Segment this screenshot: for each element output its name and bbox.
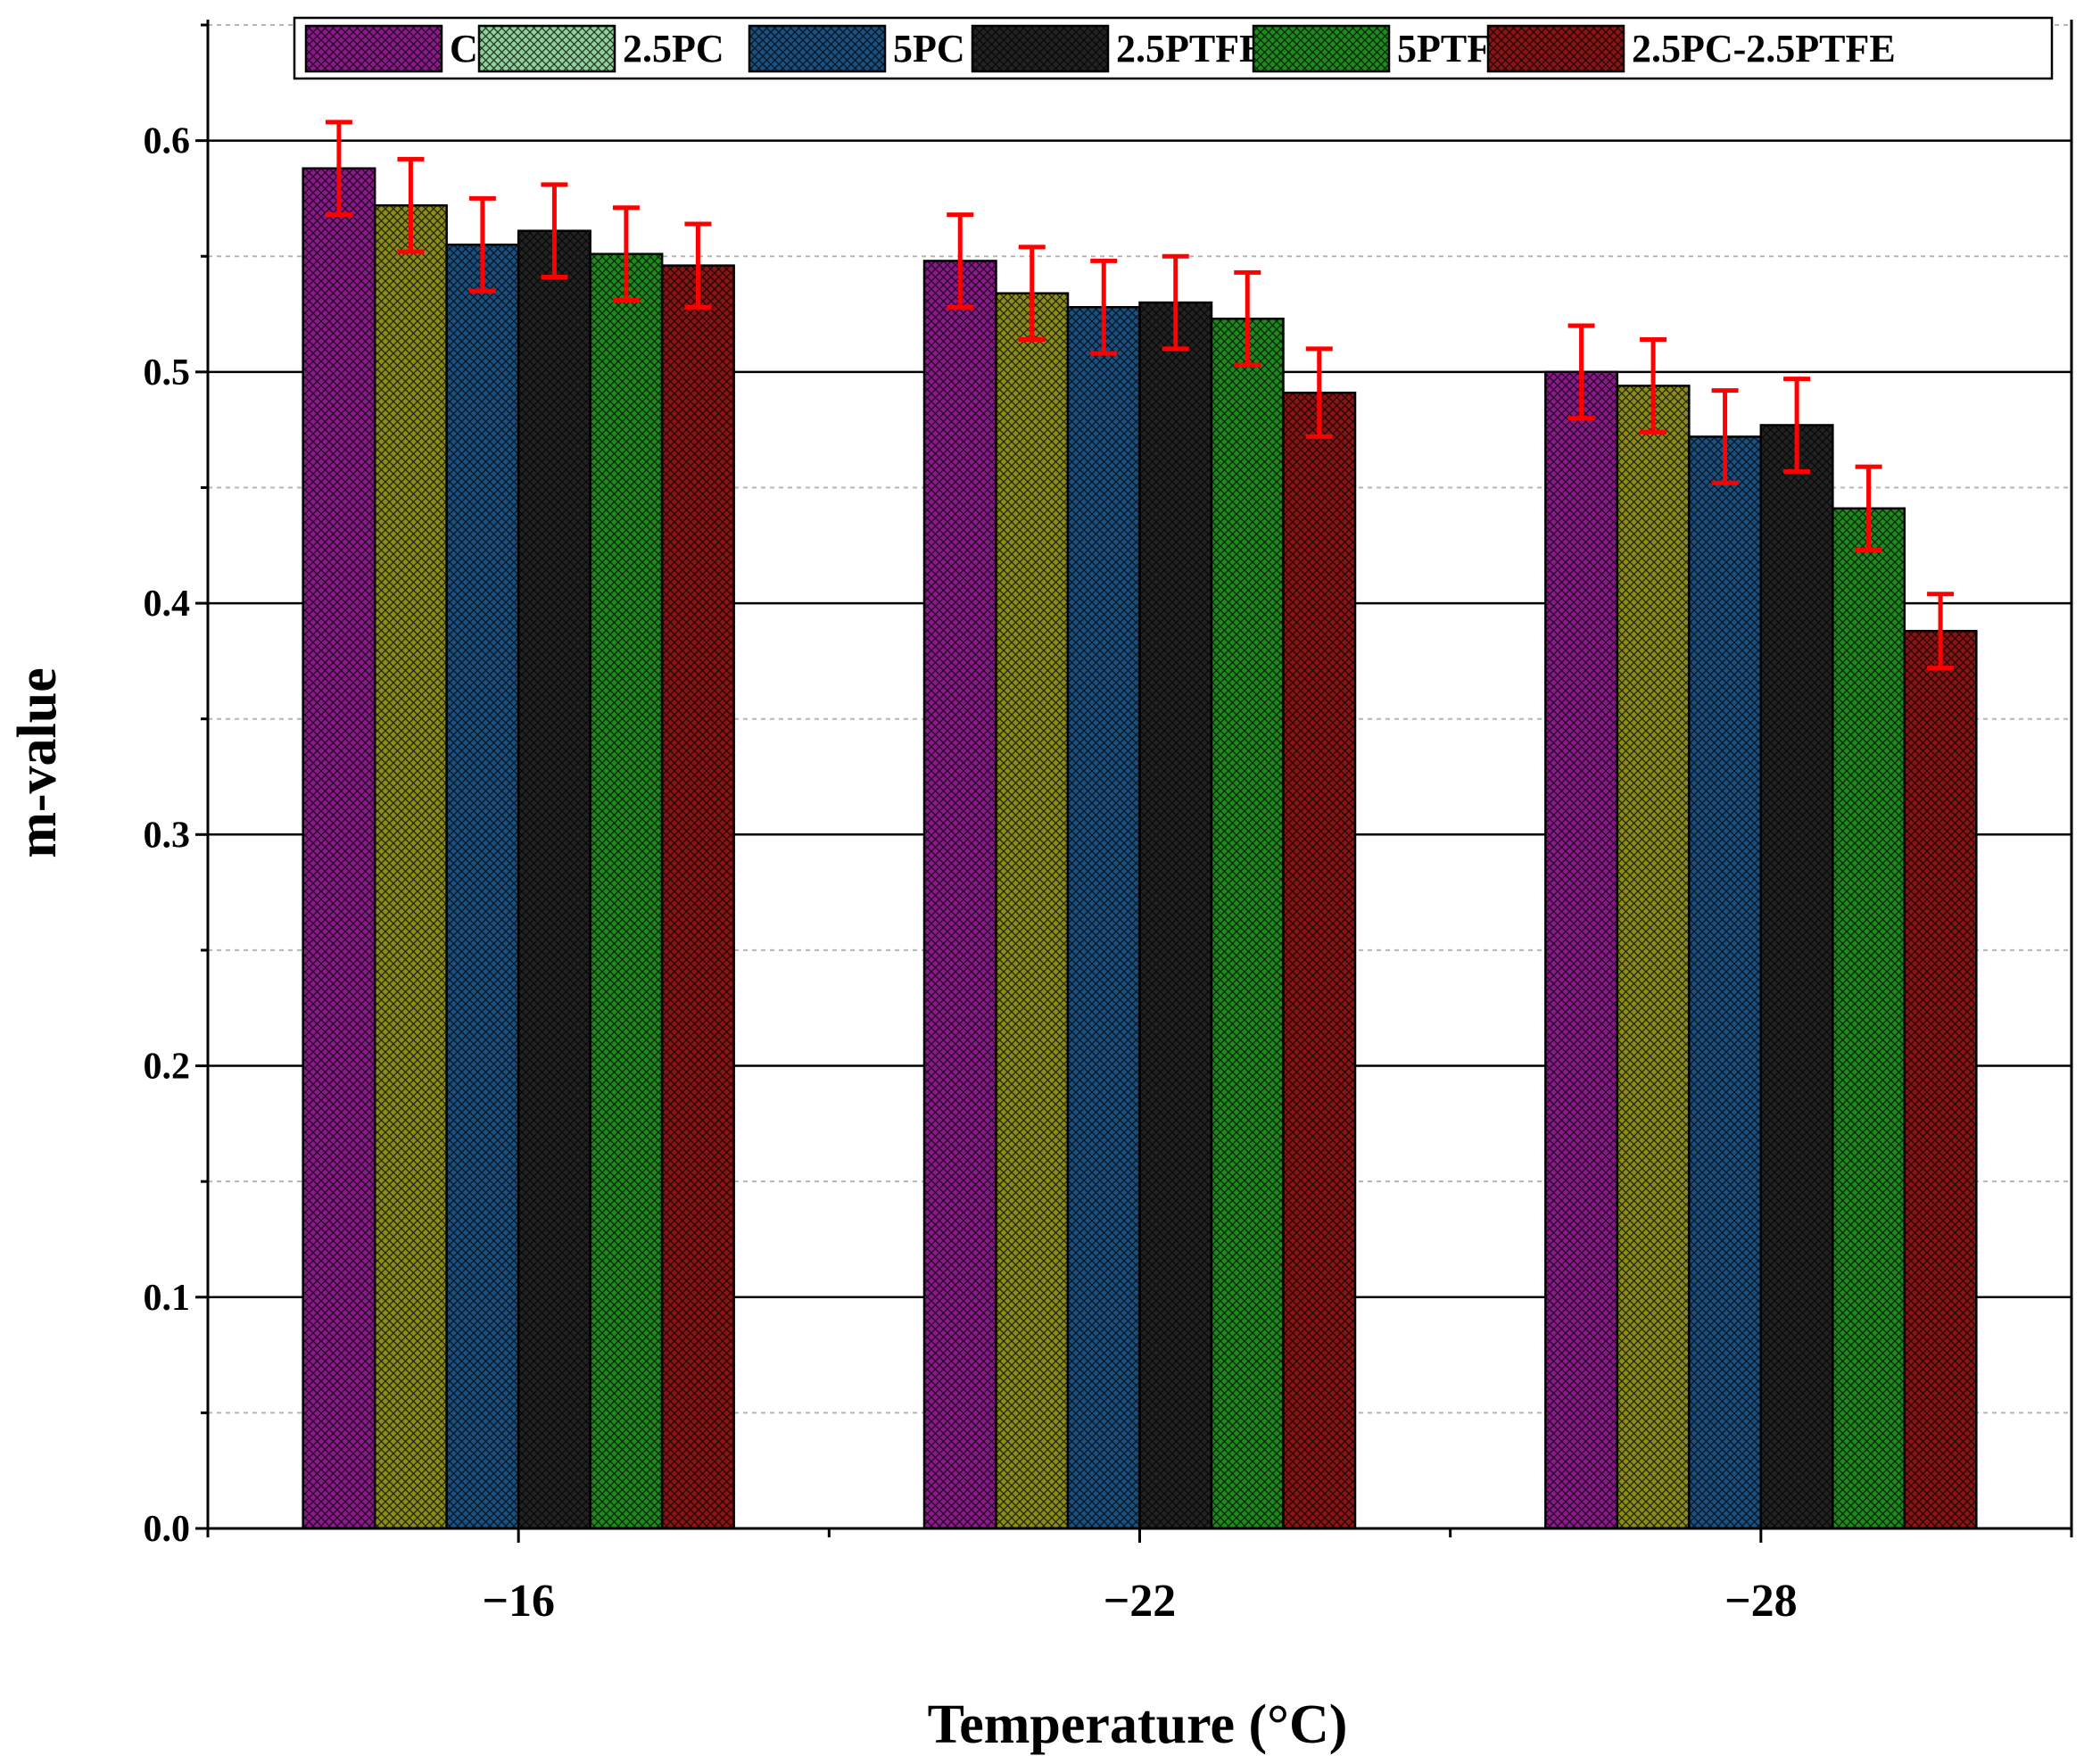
bar-5PC-2 [1688, 435, 1763, 1530]
bar-2.5PTFE-0 [517, 229, 591, 1530]
x-tick-label: −16 [482, 1576, 555, 1627]
x-tick-label: −28 [1724, 1576, 1798, 1627]
y-tick-label: 0.3 [144, 815, 191, 856]
y-tick-label: 0.1 [144, 1278, 191, 1319]
error-bars [325, 120, 1955, 671]
y-axis-title: m-value [7, 667, 68, 858]
legend: C 2.5PC 5PC 2.5PTFE 5PTFE 2.5PC-2.5PTFE [293, 16, 2054, 80]
legend-swatch-5PC [748, 24, 887, 73]
legend-label-2.5PTFE: 2.5PTFE [1116, 27, 1265, 70]
bar-5PC-0 [445, 244, 520, 1530]
legend-swatch-2.5PC-2.5PTFE [1486, 24, 1625, 73]
legend-label-5PC: 5PC [893, 27, 965, 70]
bar-2.5PC-2.5PTFE-2 [1903, 629, 1978, 1530]
legend-label-C: C [450, 27, 478, 70]
y-tick-label: 0.4 [144, 584, 191, 625]
legend-swatch-2.5PTFE [971, 24, 1110, 73]
axes: 0.0 0.1 0.2 0.3 0.4 0.5 0.6 −16 −22 −28 [144, 20, 2073, 1627]
bar-2.5PTFE-1 [1138, 301, 1213, 1530]
bar-5PC-1 [1066, 306, 1141, 1530]
bar-2.5PTFE-2 [1759, 424, 1834, 1530]
x-axis-title: Temperature (°C) [928, 1694, 1348, 1755]
y-tick-label: 0.0 [144, 1509, 191, 1550]
legend-swatch-5PTFE [1252, 24, 1391, 73]
bar-C-0 [302, 167, 376, 1530]
bars [302, 167, 1978, 1530]
legend-swatch-C [304, 24, 443, 73]
bar-2.5PC-2 [1616, 385, 1691, 1530]
bar-C-1 [922, 260, 997, 1530]
y-tick-label: 0.5 [144, 352, 191, 393]
y-tick-label: 0.2 [144, 1047, 191, 1088]
bar-2.5PC-0 [373, 203, 448, 1530]
bar-5PTFE-2 [1832, 507, 1906, 1530]
y-tick-label: 0.6 [144, 121, 191, 162]
bar-2.5PC-1 [995, 292, 1070, 1530]
bar-C-2 [1544, 370, 1619, 1530]
legend-label-2.5PC: 2.5PC [623, 27, 724, 70]
bar-2.5PC-2.5PTFE-0 [660, 264, 735, 1530]
legend-swatch-2.5PC [477, 24, 616, 73]
bar-2.5PC-2.5PTFE-1 [1282, 391, 1357, 1530]
bar-5PTFE-1 [1210, 317, 1285, 1530]
bar-5PTFE-0 [589, 253, 664, 1530]
x-tick-label: −22 [1104, 1576, 1177, 1627]
legend-label-2.5PC-2.5PTFE: 2.5PC-2.5PTFE [1632, 27, 1896, 70]
